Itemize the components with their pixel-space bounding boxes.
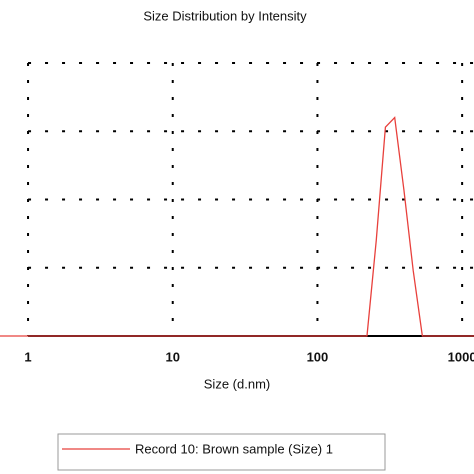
x-tick-label: 10 (166, 349, 180, 364)
chart-title: Size Distribution by Intensity (143, 8, 307, 23)
x-tick-label: 1000 (448, 349, 474, 364)
data-line (0, 116, 474, 337)
x-axis-label: Size (d.nm) (204, 376, 270, 391)
x-tick-label: 100 (307, 349, 329, 364)
legend-label: Record 10: Brown sample (Size) 1 (135, 441, 333, 456)
legend-box (57, 433, 386, 471)
x-tick-label: 1 (24, 349, 31, 364)
